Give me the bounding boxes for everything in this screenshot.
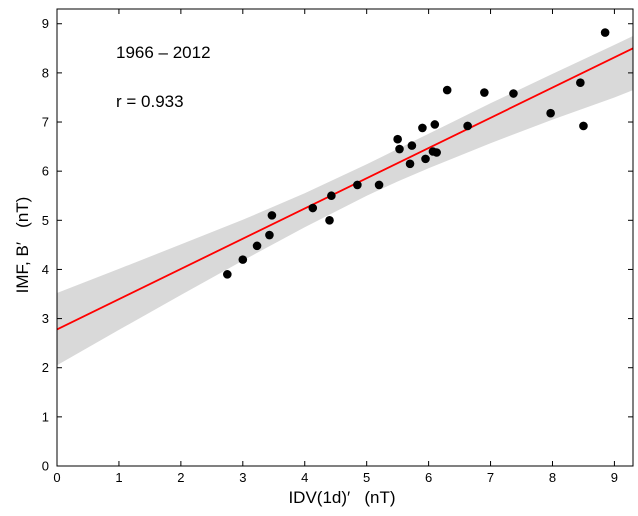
period-annotation: 1966 – 2012 [116, 43, 211, 62]
data-point [576, 78, 585, 88]
y-tick-label: 1 [42, 409, 49, 424]
x-tick-label: 2 [177, 470, 184, 485]
data-point [265, 230, 274, 240]
data-point [353, 180, 362, 190]
confidence-band-layer [57, 36, 633, 366]
data-point [600, 28, 610, 37]
x-tick-label: 1 [115, 470, 122, 485]
x-tick-label: 8 [549, 470, 556, 485]
data-point [308, 203, 318, 213]
y-tick-label: 7 [42, 115, 49, 130]
plot-frame [56, 8, 634, 467]
x-tick-label: 3 [239, 470, 246, 485]
data-point [430, 120, 440, 129]
fit-line-layer [56, 47, 634, 331]
data-point [374, 180, 384, 190]
data-point [223, 270, 232, 279]
x-tick-label: 9 [611, 470, 618, 485]
data-point [421, 154, 430, 164]
data-point [432, 148, 441, 157]
data-point [546, 108, 555, 118]
data-point [480, 88, 489, 97]
data-point [463, 121, 472, 131]
data-point [252, 241, 262, 251]
data-point [238, 255, 248, 264]
x-tick-label: 7 [487, 470, 494, 485]
correlation-annotation: r = 0.933 [116, 92, 184, 111]
y-tick-label: 8 [42, 65, 49, 80]
y-tick-label: 3 [42, 311, 49, 326]
x-tick-label: 0 [53, 470, 60, 485]
y-axis-label: IMF, B′ (nT) [13, 197, 32, 294]
data-point [418, 123, 427, 133]
data-point [325, 216, 334, 225]
y-tick-label: 2 [42, 360, 49, 375]
data-point [407, 141, 417, 150]
x-tick-label: 4 [301, 470, 308, 485]
y-tick-label: 4 [42, 262, 49, 277]
tick-labels-layer: 0 1 2 3 4 5 6 7 8 9 0 1 2 3 4 5 6 7 8 9 [42, 16, 618, 485]
data-point [267, 211, 277, 220]
data-point [442, 85, 452, 95]
data-point [579, 121, 588, 131]
data-point [395, 144, 404, 154]
axes-layer [56, 8, 634, 467]
confidence-band [57, 36, 633, 366]
x-tick-label: 6 [425, 470, 432, 485]
data-point [509, 89, 518, 98]
y-tick-label: 5 [42, 213, 49, 228]
data-points-layer [223, 28, 610, 279]
data-point [327, 191, 336, 201]
y-tick-label: 0 [42, 459, 49, 474]
data-point [393, 134, 402, 144]
y-tick-label: 6 [42, 164, 49, 179]
x-axis-label: IDV(1d)′ (nT) [288, 488, 395, 507]
x-tick-label: 5 [363, 470, 370, 485]
data-point [405, 159, 415, 169]
regression-line [56, 47, 634, 331]
y-tick-label: 9 [42, 16, 49, 31]
